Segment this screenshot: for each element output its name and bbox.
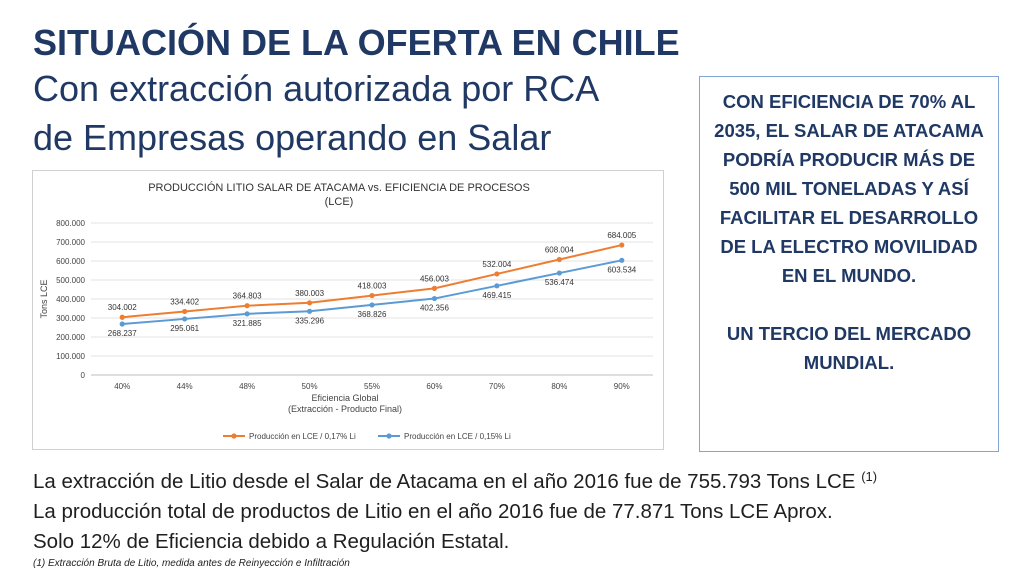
y-tick-label: 700.000 xyxy=(56,238,85,247)
data-label: 334.402 xyxy=(170,297,199,306)
footnote: (1) Extracción Bruta de Litio, medida an… xyxy=(33,558,350,569)
x-tick-label: 40% xyxy=(114,382,130,391)
legend-label: Producción en LCE / 0,15% Li xyxy=(404,432,511,441)
callout-paragraph-2: UN TERCIO DEL MERCADO MUNDIAL. xyxy=(726,323,972,373)
data-point xyxy=(494,283,500,289)
y-tick-label: 200.000 xyxy=(56,333,85,342)
data-point xyxy=(244,311,250,317)
data-point xyxy=(431,285,438,291)
line-chart: PRODUCCIÓN LITIO SALAR DE ATACAMA vs. EF… xyxy=(39,181,653,441)
body-text: La extracción de Litio desde el Salar de… xyxy=(33,462,1013,557)
y-tick-label: 400.000 xyxy=(56,295,85,304)
data-point xyxy=(244,303,250,309)
y-tick-label: 100.000 xyxy=(56,352,85,361)
data-point xyxy=(369,302,375,308)
data-point xyxy=(431,295,438,302)
slide-subtitle-line1: Con extracción autorizada por RCA xyxy=(33,68,600,109)
data-point xyxy=(369,292,375,299)
data-label: 402.356 xyxy=(420,304,449,313)
legend-swatch-marker xyxy=(231,433,237,439)
data-label: 380.003 xyxy=(295,289,324,298)
x-tick-label: 70% xyxy=(489,382,505,391)
x-tick-label: 50% xyxy=(302,382,318,391)
body-line-1: La extracción de Litio desde el Salar de… xyxy=(33,462,1013,497)
y-tick-label: 0 xyxy=(81,371,86,380)
data-label: 321.885 xyxy=(233,319,262,328)
data-label: 469.415 xyxy=(482,291,511,300)
data-label: 368.826 xyxy=(358,310,387,319)
legend-swatch-marker xyxy=(386,433,392,439)
data-point xyxy=(119,321,125,327)
footnote-ref: (1) xyxy=(861,469,878,484)
x-tick-label: 90% xyxy=(614,382,630,391)
y-tick-label: 300.000 xyxy=(56,314,85,323)
y-axis-label: Tons LCE xyxy=(39,279,49,318)
y-tick-label: 600.000 xyxy=(56,257,85,266)
slide-subtitle-line2: de Empresas operando en Salar xyxy=(33,117,552,158)
slide-title-main: SITUACIÓN DE LA OFERTA EN CHILE xyxy=(33,22,680,63)
x-axis-label-line2: (Extracción - Producto Final) xyxy=(288,404,402,414)
data-point xyxy=(619,242,625,248)
x-axis-label-line1: Eficiencia Global xyxy=(311,393,378,403)
data-label: 335.296 xyxy=(295,316,324,325)
data-label: 536.474 xyxy=(545,278,574,287)
chart-title-line1: PRODUCCIÓN LITIO SALAR DE ATACAMA vs. EF… xyxy=(148,181,530,194)
x-tick-label: 80% xyxy=(551,382,567,391)
legend-label: Producción en LCE / 0,17% Li xyxy=(249,432,356,441)
chart-title-line2: (LCE) xyxy=(325,196,354,208)
data-point xyxy=(182,316,188,322)
body-line-1-text: La extracción de Litio desde el Salar de… xyxy=(33,470,862,493)
data-label: 603.534 xyxy=(607,265,636,274)
data-point xyxy=(306,300,313,306)
data-label: 295.061 xyxy=(170,324,199,333)
data-point xyxy=(182,308,188,315)
data-point xyxy=(556,270,562,276)
data-point xyxy=(119,314,125,320)
data-point xyxy=(306,308,313,314)
callout-box: CON EFICIENCIA DE 70% AL 2035, EL SALAR … xyxy=(699,76,999,452)
callout-paragraph-1: CON EFICIENCIA DE 70% AL 2035, EL SALAR … xyxy=(714,91,984,286)
x-tick-label: 44% xyxy=(177,382,193,391)
y-tick-label: 800.000 xyxy=(56,219,85,228)
y-tick-label: 500.000 xyxy=(56,276,85,285)
data-label: 364.803 xyxy=(233,292,262,301)
data-label: 532.004 xyxy=(482,260,511,269)
slide-title: SITUACIÓN DE LA OFERTA EN CHILE Con extr… xyxy=(33,22,683,162)
data-point xyxy=(619,257,625,263)
data-point xyxy=(556,256,562,263)
chart-container: PRODUCCIÓN LITIO SALAR DE ATACAMA vs. EF… xyxy=(32,170,664,450)
data-label: 456.003 xyxy=(420,274,449,283)
data-point xyxy=(494,271,500,277)
data-label: 684.005 xyxy=(607,231,636,240)
body-line-2: La producción total de productos de Liti… xyxy=(33,500,833,523)
data-label: 268.237 xyxy=(108,329,137,338)
data-label: 418.003 xyxy=(358,282,387,291)
x-tick-label: 48% xyxy=(239,382,255,391)
x-tick-label: 60% xyxy=(426,382,442,391)
x-tick-label: 55% xyxy=(364,382,380,391)
data-label: 608.004 xyxy=(545,245,574,254)
data-label: 304.002 xyxy=(108,303,137,312)
body-line-3: Solo 12% de Eficiencia debido a Regulaci… xyxy=(33,530,510,553)
